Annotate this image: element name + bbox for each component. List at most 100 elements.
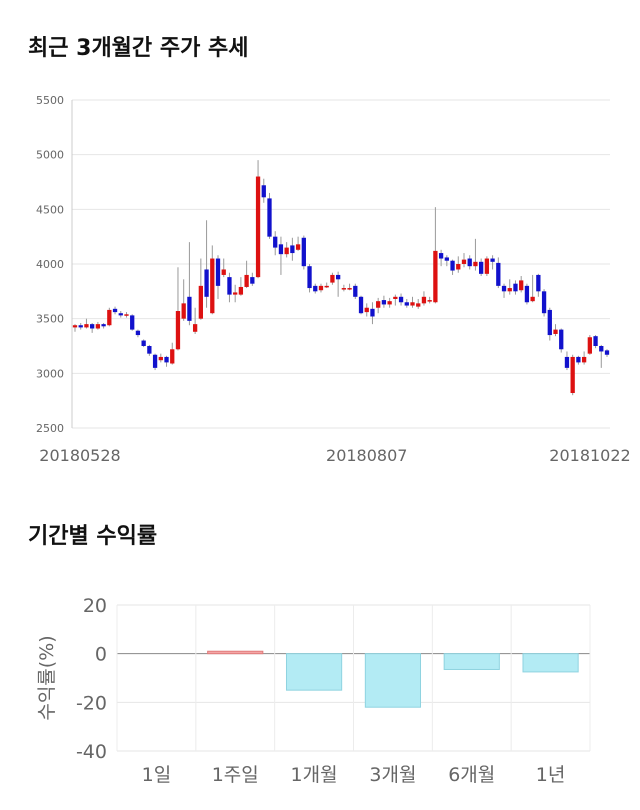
candle-body (324, 285, 329, 288)
candle-body (433, 250, 438, 303)
candle-body (118, 313, 123, 316)
candle-body (519, 280, 524, 291)
return-bar-6 (522, 653, 579, 673)
candle-body (387, 301, 392, 305)
candle-body (330, 274, 335, 283)
candle-body (570, 356, 575, 394)
candle-body (490, 258, 495, 262)
y-tick-label: 4000 (36, 258, 64, 271)
candle-body (181, 303, 186, 319)
candle-body (290, 245, 295, 254)
candle-body (84, 324, 89, 328)
return-bar-2 (207, 650, 264, 655)
y-tick-label: -20 (76, 692, 107, 714)
candle-body (255, 176, 261, 278)
candle-body (530, 296, 535, 302)
candle-body (364, 307, 369, 313)
candle-body (318, 285, 324, 291)
candle-body (501, 285, 507, 292)
candle-body (347, 288, 352, 290)
candle-body (187, 296, 192, 321)
candle-body (438, 253, 444, 259)
candle-body (192, 324, 198, 332)
y-tick-label: 5500 (36, 94, 64, 107)
candle-body (210, 258, 215, 314)
candle-body (547, 309, 552, 336)
candle-body (130, 315, 135, 330)
candle-body (227, 277, 232, 295)
y-tick-label: 3500 (36, 313, 64, 326)
candle-body (587, 337, 592, 354)
candle-body (524, 285, 530, 303)
category-label: 1일 (142, 764, 172, 786)
candle-body (101, 324, 106, 327)
candle-body (427, 300, 432, 302)
candle-body (410, 302, 415, 306)
candle-body (473, 261, 478, 267)
y-tick-label: 4500 (36, 203, 64, 216)
candle-body (95, 324, 101, 329)
candle-body (152, 354, 158, 368)
return-bar-chart: 20 0 -20 -40 수익률(%) 1일 1주일 1개월 3개월 6개월 1년 (36, 595, 591, 786)
candle-body (376, 301, 381, 308)
candle-body (536, 274, 541, 292)
candle-body (301, 237, 306, 267)
candle-body (278, 244, 284, 255)
candle-body (273, 236, 278, 248)
candle-body (341, 288, 347, 290)
candle-body (307, 266, 312, 289)
candle-body (90, 324, 95, 329)
candle-body (456, 264, 461, 270)
x-tick-label: 20180528 (39, 446, 120, 465)
candle-body (215, 258, 221, 286)
category-label: 3개월 (369, 764, 416, 786)
x-tick-label: 20180807 (326, 446, 407, 465)
candle-body (553, 329, 558, 334)
candle-body (484, 258, 490, 274)
y-axis-label: 수익률(%) (36, 635, 58, 720)
candle-body (416, 303, 421, 307)
candle-body (158, 356, 163, 361)
candle-body (250, 277, 255, 284)
candle-body (261, 185, 266, 198)
candle-body (107, 309, 112, 326)
candle-body (141, 340, 146, 346)
candle-body (238, 286, 244, 295)
candle-body (564, 356, 570, 368)
candle-body (124, 314, 129, 316)
y-tick-label: 5000 (36, 149, 64, 162)
candle-body (358, 296, 364, 314)
candle-body (78, 325, 83, 328)
candle-body (170, 349, 175, 364)
candle-body (147, 346, 152, 354)
candle-body (313, 285, 318, 292)
candle-body (244, 274, 249, 287)
candle-body (467, 258, 472, 267)
candle-body (335, 274, 341, 280)
category-label: 1주일 (212, 764, 259, 786)
candle-body (507, 288, 512, 292)
candle-body (541, 291, 547, 314)
return-bar-3 (285, 653, 343, 691)
candle-body (421, 296, 427, 304)
candle-body (450, 260, 455, 271)
candle-body (164, 356, 169, 363)
candle-body (135, 330, 141, 336)
x-tick-label: 20181022 (549, 446, 630, 465)
y-tick-label: 2500 (36, 422, 64, 435)
candle-body (496, 262, 501, 286)
y-tick-label: 0 (95, 644, 107, 666)
candle-body (461, 259, 467, 264)
candle-body (479, 261, 484, 274)
return-bar-5 (443, 653, 500, 670)
category-label: 6개월 (448, 764, 495, 786)
candle-body (581, 356, 587, 363)
return-bar-4 (364, 653, 422, 708)
candle-body (599, 346, 604, 352)
candle-body (267, 198, 272, 237)
candle-body (513, 283, 518, 292)
candle-body (72, 325, 78, 328)
candle-body (284, 247, 289, 255)
candle-body (576, 356, 581, 363)
price-trend-title: 최근 3개월간 주가 추세 (28, 36, 249, 61)
